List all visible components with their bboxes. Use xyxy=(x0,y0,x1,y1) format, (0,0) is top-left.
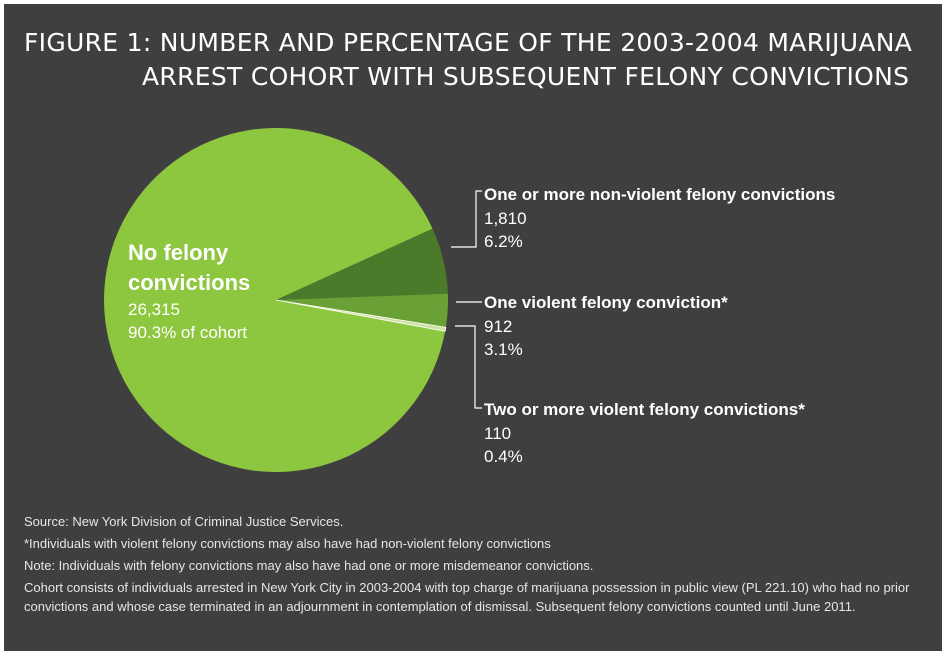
misdemeanor-note: Note: Individuals with felony conviction… xyxy=(24,558,594,573)
footnotes: Source: New York Division of Criminal Ju… xyxy=(24,512,924,619)
pie-slice-no-felony xyxy=(104,127,446,472)
slice-count-one-violent: 912 xyxy=(484,317,513,336)
slice-name-no-felony-line-1: No felony xyxy=(128,240,229,265)
slice-count-no-felony: 26,315 xyxy=(128,300,180,319)
slice-percent-non-violent: 6.2% xyxy=(484,232,523,251)
slice-count-two-violent: 110 xyxy=(484,424,512,443)
slice-percent-no-felony: 90.3% of cohort xyxy=(128,323,248,342)
figure-panel: FIGURE 1: NUMBER AND PERCENTAGE OF THE 2… xyxy=(4,4,942,651)
pie-slice-one-violent xyxy=(276,293,448,328)
source-note: Source: New York Division of Criminal Ju… xyxy=(24,514,344,529)
slice-name-two-violent: Two or more violent felony convictions* xyxy=(484,400,805,419)
slice-percent-two-violent: 0.4% xyxy=(484,447,523,466)
violent-footnote: *Individuals with violent felony convict… xyxy=(24,536,551,551)
slice-label-no-felony: No felony convictions 26,315 90.3% of co… xyxy=(128,238,348,344)
slice-label-two-violent: Two or more violent felony convictions* … xyxy=(484,398,805,468)
pie-chart xyxy=(104,127,482,472)
slice-count-non-violent: 1,810 xyxy=(484,209,527,228)
pie-slice-two-violent xyxy=(275,299,447,332)
slice-name-no-felony-line-2: convictions xyxy=(128,270,251,295)
pie-slice-non-violent xyxy=(276,228,448,300)
slice-percent-one-violent: 3.1% xyxy=(484,340,523,359)
cohort-note: Cohort consists of individuals arrested … xyxy=(24,580,910,614)
leader-line-non-violent xyxy=(451,190,482,248)
chart-title-line-1: FIGURE 1: NUMBER AND PERCENTAGE OF THE 2… xyxy=(24,28,913,57)
slice-label-one-violent: One violent felony conviction* 912 3.1% xyxy=(484,291,728,361)
slice-label-non-violent: One or more non-violent felony convictio… xyxy=(484,183,835,253)
chart-title-line-2: ARREST COHORT WITH SUBSEQUENT FELONY CON… xyxy=(142,62,910,91)
slice-name-one-violent: One violent felony conviction* xyxy=(484,293,728,312)
leader-line-two-violent xyxy=(455,325,482,409)
slice-name-non-violent: One or more non-violent felony convictio… xyxy=(484,185,836,204)
